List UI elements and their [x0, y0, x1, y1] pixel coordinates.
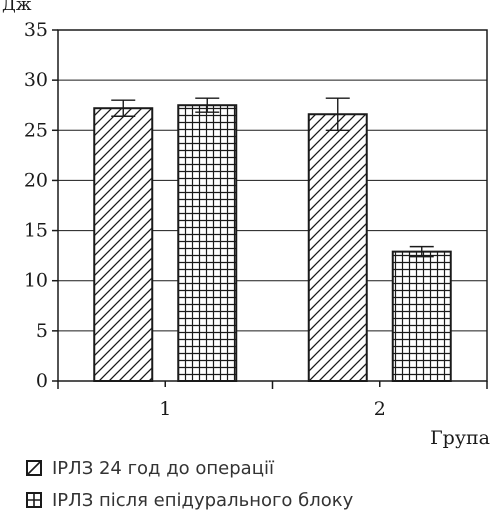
- y-tick-label: 15: [24, 220, 48, 242]
- bar: [307, 113, 368, 383]
- legend-label-after-block: ІРЛЗ після епідурального блоку: [52, 489, 354, 511]
- y-tick-label: 25: [24, 119, 48, 141]
- bars-group: [93, 104, 452, 383]
- x-axis-title: Група: [430, 427, 490, 449]
- y-tick-label: 35: [24, 19, 48, 41]
- grid-hatch-swatch-icon: [26, 492, 42, 508]
- legend: ІРЛЗ 24 год до операції ІРЛЗ після епіду…: [26, 454, 353, 518]
- legend-label-before-surgery: ІРЛЗ 24 год до операції: [52, 457, 274, 479]
- legend-item-before-surgery: ІРЛЗ 24 год до операції: [26, 454, 353, 482]
- x-tick-label: 2: [374, 398, 386, 420]
- y-tick-label: 20: [24, 169, 48, 191]
- bar: [177, 104, 238, 382]
- bar: [93, 107, 154, 382]
- y-tick-label: 30: [24, 69, 48, 91]
- legend-item-after-block: ІРЛЗ після епідурального блоку: [26, 486, 353, 514]
- cut-off-top-label: Дж: [2, 0, 32, 15]
- axes-group: [52, 29, 488, 389]
- y-tick-labels: 0 5 10 15 20 25 30 35: [24, 19, 48, 392]
- error-bars-group: [111, 97, 434, 258]
- y-tick-label: 0: [36, 370, 48, 392]
- y-tick-label: 5: [36, 320, 48, 342]
- diagonal-hatch-swatch-icon: [26, 460, 42, 476]
- bar: [391, 250, 452, 382]
- y-tick-label: 10: [24, 270, 48, 292]
- x-tick-label: 1: [159, 398, 171, 420]
